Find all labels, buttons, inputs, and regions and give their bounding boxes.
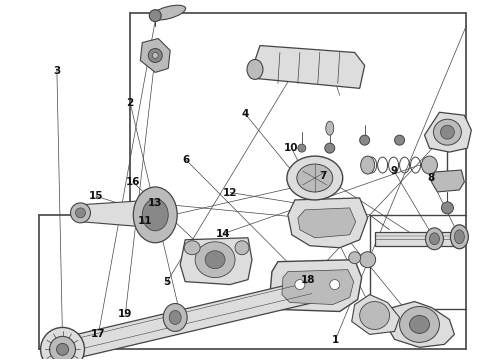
Text: 10: 10 (284, 143, 299, 153)
Ellipse shape (450, 225, 468, 249)
Text: 16: 16 (125, 177, 140, 187)
Ellipse shape (360, 135, 369, 145)
Ellipse shape (441, 125, 454, 139)
Ellipse shape (287, 156, 343, 200)
Polygon shape (180, 238, 252, 285)
Circle shape (295, 280, 305, 289)
Polygon shape (388, 302, 454, 347)
Ellipse shape (399, 306, 440, 342)
Polygon shape (432, 170, 465, 192)
Text: 2: 2 (126, 98, 134, 108)
Text: 6: 6 (183, 155, 190, 165)
Ellipse shape (360, 302, 390, 329)
Circle shape (49, 336, 75, 360)
Text: 5: 5 (163, 277, 171, 287)
Ellipse shape (298, 144, 306, 152)
Circle shape (441, 202, 453, 214)
Ellipse shape (247, 59, 263, 80)
Polygon shape (424, 112, 471, 152)
Text: 7: 7 (319, 171, 327, 181)
Ellipse shape (434, 119, 462, 145)
Ellipse shape (361, 156, 375, 174)
Polygon shape (55, 280, 318, 360)
Polygon shape (255, 45, 365, 88)
Ellipse shape (326, 121, 334, 135)
Ellipse shape (349, 252, 361, 264)
Text: 18: 18 (301, 275, 316, 285)
Text: 3: 3 (53, 66, 60, 76)
Ellipse shape (163, 303, 187, 332)
Text: 15: 15 (89, 191, 103, 201)
Circle shape (330, 280, 340, 289)
Text: 9: 9 (391, 166, 397, 176)
Ellipse shape (195, 242, 235, 278)
Ellipse shape (71, 203, 91, 223)
Ellipse shape (235, 241, 249, 255)
Circle shape (56, 343, 69, 355)
Ellipse shape (360, 252, 376, 268)
Ellipse shape (454, 230, 465, 244)
Polygon shape (282, 270, 354, 305)
Circle shape (152, 53, 158, 58)
Ellipse shape (142, 199, 168, 231)
Ellipse shape (149, 10, 161, 22)
Polygon shape (352, 294, 399, 334)
Ellipse shape (410, 315, 429, 333)
Ellipse shape (425, 228, 443, 250)
Text: 11: 11 (138, 216, 152, 226)
Ellipse shape (151, 5, 186, 20)
Ellipse shape (325, 143, 335, 153)
Polygon shape (78, 200, 155, 228)
Text: 19: 19 (118, 310, 132, 319)
Text: 8: 8 (427, 173, 434, 183)
Ellipse shape (133, 187, 177, 243)
Text: 17: 17 (91, 329, 106, 339)
Ellipse shape (394, 135, 405, 145)
Circle shape (148, 49, 162, 62)
Polygon shape (270, 260, 362, 311)
Ellipse shape (429, 233, 440, 245)
Ellipse shape (184, 241, 200, 255)
Text: 13: 13 (147, 198, 162, 208)
Bar (375, 232, 465, 246)
Text: 12: 12 (223, 188, 238, 198)
Text: 1: 1 (332, 334, 339, 345)
Text: 14: 14 (216, 229, 230, 239)
Polygon shape (140, 39, 170, 72)
Polygon shape (298, 208, 356, 238)
Ellipse shape (297, 164, 333, 192)
Ellipse shape (421, 156, 438, 174)
Ellipse shape (169, 310, 181, 324)
Text: 4: 4 (241, 109, 249, 119)
Circle shape (41, 328, 84, 360)
Ellipse shape (75, 208, 85, 218)
Polygon shape (288, 198, 368, 248)
Ellipse shape (205, 251, 225, 269)
